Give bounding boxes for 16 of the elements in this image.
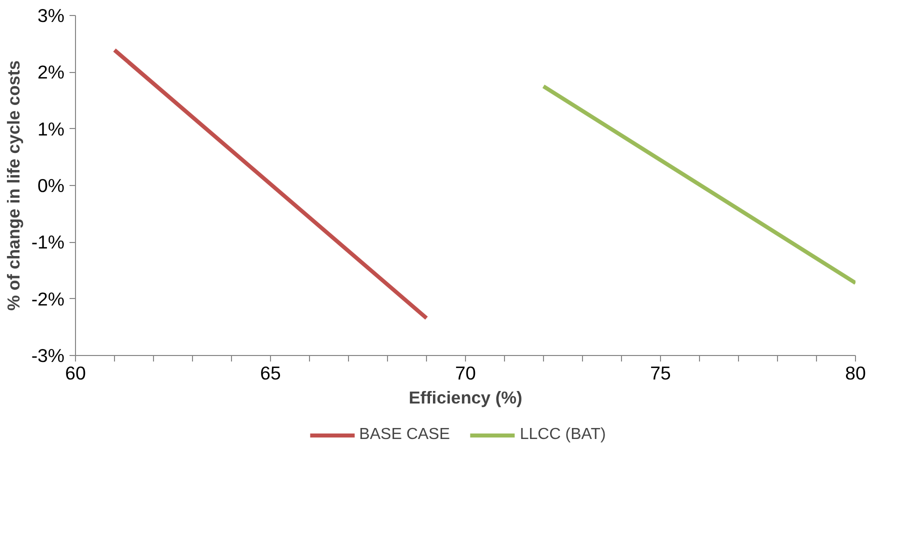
x-tick-label: 65 xyxy=(260,362,281,384)
legend-label: BASE CASE xyxy=(359,426,450,444)
y-tick-label: 0% xyxy=(38,175,65,196)
x-tick-label: 80 xyxy=(845,362,866,384)
x-tick-label: 60 xyxy=(65,362,86,384)
y-axis-title: % of change in life cycle costs xyxy=(3,60,24,311)
y-tick-label: -1% xyxy=(31,232,65,253)
y-tick-label: 3% xyxy=(38,5,65,26)
y-tick-label: 1% xyxy=(38,118,65,140)
y-tick-label: -2% xyxy=(31,288,65,310)
x-tick-label: 70 xyxy=(455,362,476,384)
x-tick-label: 75 xyxy=(650,362,671,384)
y-tick-label: 2% xyxy=(38,62,65,83)
y-tick-label: -3% xyxy=(31,345,65,366)
legend-label: LLCC (BAT) xyxy=(520,426,606,444)
x-axis-title: Efficiency (%) xyxy=(408,388,522,408)
